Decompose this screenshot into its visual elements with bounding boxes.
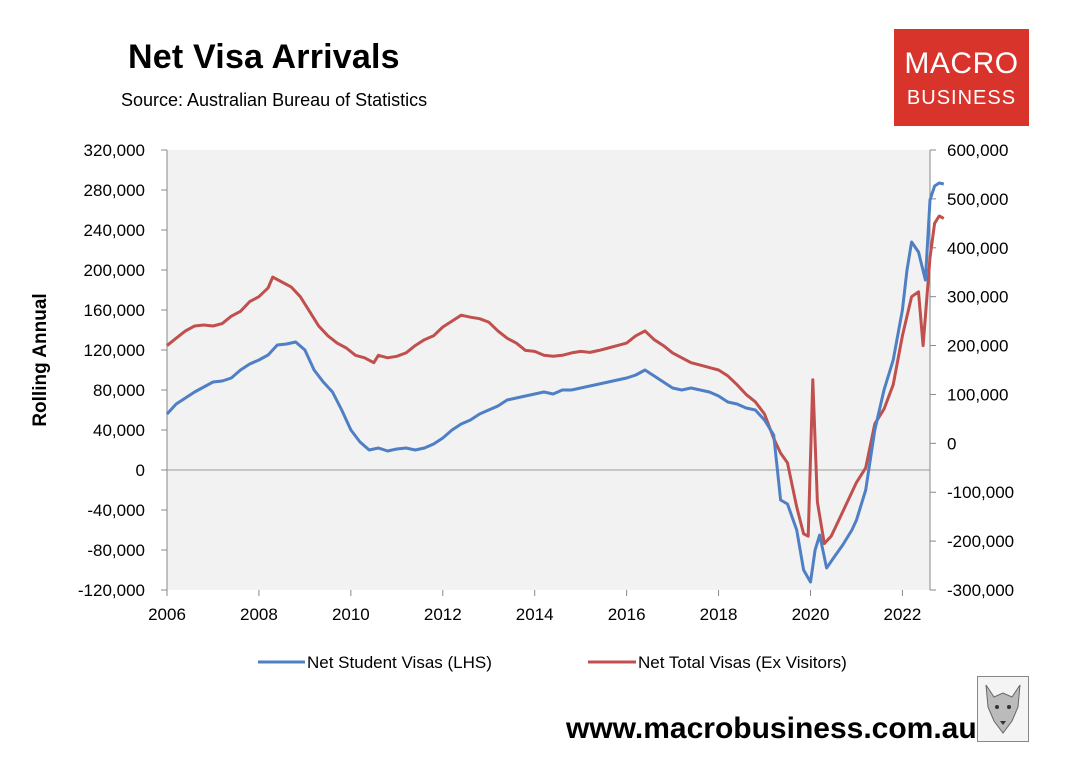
left-tick-label: 280,000 bbox=[84, 181, 145, 200]
right-axis-ticks: 600,000 500,000 400,000 300,000 200,000 100,0… bbox=[930, 141, 1014, 600]
left-tick-label: -40,000 bbox=[87, 501, 145, 520]
left-tick-label: 80,000 bbox=[93, 381, 145, 400]
plot-area bbox=[167, 150, 930, 590]
left-tick-label: -120,000 bbox=[78, 581, 145, 600]
right-tick-label: 100,000 bbox=[947, 385, 1008, 404]
x-tick-label: 2008 bbox=[240, 605, 278, 624]
left-tick-label: 200,000 bbox=[84, 261, 145, 280]
left-axis-ticks: 320,000 280,000 240,000 200,000 160,000 120,0… bbox=[78, 141, 167, 600]
left-tick-label: -80,000 bbox=[87, 541, 145, 560]
chart-title: Net Visa Arrivals bbox=[128, 38, 400, 76]
x-tick-label: 2010 bbox=[332, 605, 370, 624]
right-tick-label: -300,000 bbox=[947, 581, 1014, 600]
logo-line-2: BUSINESS bbox=[906, 87, 1017, 109]
x-tick-label: 2014 bbox=[516, 605, 554, 624]
logo-line-1: MACRO bbox=[904, 47, 1019, 80]
x-tick-label: 2006 bbox=[148, 605, 186, 624]
left-tick-label: 320,000 bbox=[84, 141, 145, 160]
legend: Net Student Visas (LHS) Net Total Visas … bbox=[258, 653, 847, 672]
x-tick-label: 2020 bbox=[792, 605, 830, 624]
right-tick-label: 600,000 bbox=[947, 141, 1008, 160]
macrobusiness-logo: MACRO BUSINESS bbox=[894, 29, 1029, 126]
right-tick-label: 400,000 bbox=[947, 239, 1008, 258]
x-axis-ticks: 2006 2008 2010 2012 2014 2016 2018 2020 2022 bbox=[148, 590, 921, 624]
left-tick-label: 240,000 bbox=[84, 221, 145, 240]
legend-label-student: Net Student Visas (LHS) bbox=[307, 653, 492, 672]
right-tick-label: 0 bbox=[947, 434, 956, 453]
left-tick-label: 160,000 bbox=[84, 301, 145, 320]
legend-label-total: Net Total Visas (Ex Visitors) bbox=[638, 653, 847, 672]
left-tick-label: 120,000 bbox=[84, 341, 145, 360]
x-tick-label: 2016 bbox=[608, 605, 646, 624]
right-tick-label: -200,000 bbox=[947, 532, 1014, 551]
total-visas-line bbox=[166, 214, 945, 546]
website-url: www.macrobusiness.com.au bbox=[566, 712, 977, 745]
x-tick-label: 2022 bbox=[884, 605, 922, 624]
right-tick-label: -100,000 bbox=[947, 483, 1014, 502]
y-axis-label: Rolling Annual bbox=[30, 293, 51, 426]
x-tick-label: 2012 bbox=[424, 605, 462, 624]
right-tick-label: 300,000 bbox=[947, 288, 1008, 307]
series-lines bbox=[165, 181, 945, 584]
right-tick-label: 500,000 bbox=[947, 190, 1008, 209]
student-visas-line bbox=[165, 181, 945, 584]
x-tick-label: 2018 bbox=[700, 605, 738, 624]
wolf-logo-icon bbox=[977, 676, 1029, 742]
chart-subtitle: Source: Australian Bureau of Statistics bbox=[121, 90, 428, 110]
right-tick-label: 200,000 bbox=[947, 337, 1008, 356]
line-chart: 320,000 280,000 240,000 200,000 160,000 120,0… bbox=[30, 141, 1014, 672]
left-tick-label: 0 bbox=[136, 461, 145, 480]
left-tick-label: 40,000 bbox=[93, 421, 145, 440]
